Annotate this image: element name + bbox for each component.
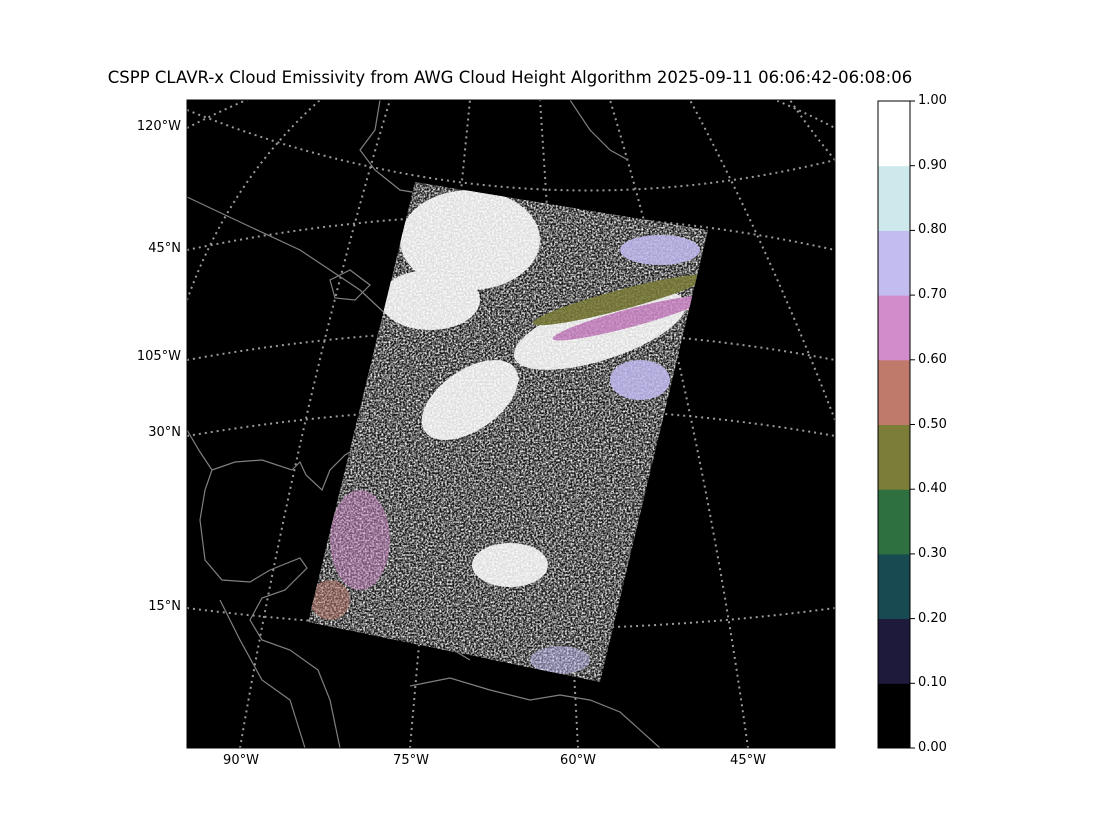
map-frame <box>186 99 836 749</box>
colorbar-segment <box>878 489 910 555</box>
cloud-mass <box>472 543 548 587</box>
colorbar-tick-label: 0.30 <box>918 545 947 561</box>
mexico-coast <box>199 469 341 748</box>
colorbar-segment <box>878 424 910 490</box>
colorbar-segment <box>878 101 910 167</box>
cloud-mass <box>421 360 519 440</box>
colorbar-segment <box>878 165 910 231</box>
labrador-coast <box>569 100 629 161</box>
colorbar <box>877 100 915 749</box>
parallel-line <box>187 109 835 192</box>
meridian-line <box>187 100 321 301</box>
meridian-line <box>789 100 835 161</box>
colorbar-segment <box>878 618 910 684</box>
parallel-line <box>187 607 835 630</box>
colorbar-tick-label: 0.90 <box>918 157 947 173</box>
colorbar-tick-label: 0.50 <box>918 416 947 432</box>
colorbar-segment <box>878 553 910 620</box>
colorbar-tick-label: 0.80 <box>918 222 947 238</box>
lon-label: 75°W <box>393 753 429 768</box>
chart-title: CSPP CLAVR-x Cloud Emissivity from AWG C… <box>107 68 913 87</box>
cloud-bands <box>310 190 708 674</box>
meridian-line <box>239 100 391 748</box>
border-line <box>187 196 393 321</box>
colorbar-segment <box>878 683 910 749</box>
cloud-mass <box>400 190 540 290</box>
colorbar-tick-label: 1.00 <box>918 93 947 108</box>
lat-label: 105°W <box>136 349 181 364</box>
central-america-coast <box>219 599 306 748</box>
cloud-band <box>620 235 700 265</box>
meridian-line <box>689 100 835 421</box>
cloud-band <box>533 274 707 326</box>
cloud-mass <box>380 270 480 330</box>
lon-label: 90°W <box>223 753 259 768</box>
colorbar-segment <box>878 230 910 296</box>
colorbar-tick-label: 0.10 <box>918 675 947 691</box>
lat-label: 120°W <box>136 119 181 134</box>
colorbar-tick-label: 0.00 <box>918 740 947 755</box>
lon-label: 45°W <box>730 753 766 768</box>
lat-label: 45°N <box>148 241 181 256</box>
colorbar-tick-label: 0.20 <box>918 610 947 626</box>
colorbar-tick-label: 0.60 <box>918 351 947 367</box>
lat-label: 30°N <box>148 425 181 440</box>
colorbar-segment <box>878 295 910 361</box>
colorbar-segment <box>878 359 910 425</box>
cloud-band <box>330 490 390 590</box>
cloud-band <box>552 295 708 341</box>
cloud-band <box>530 646 590 674</box>
lat-label: 15°N <box>148 599 181 614</box>
great-lakes <box>329 269 371 301</box>
colorbar-tick-label: 0.40 <box>918 481 947 497</box>
cloud-band <box>310 580 350 620</box>
colorbar-tick-label: 0.70 <box>918 287 947 303</box>
islands-coast <box>409 677 661 748</box>
lon-label: 60°W <box>560 753 596 768</box>
cloud-band <box>610 360 670 400</box>
